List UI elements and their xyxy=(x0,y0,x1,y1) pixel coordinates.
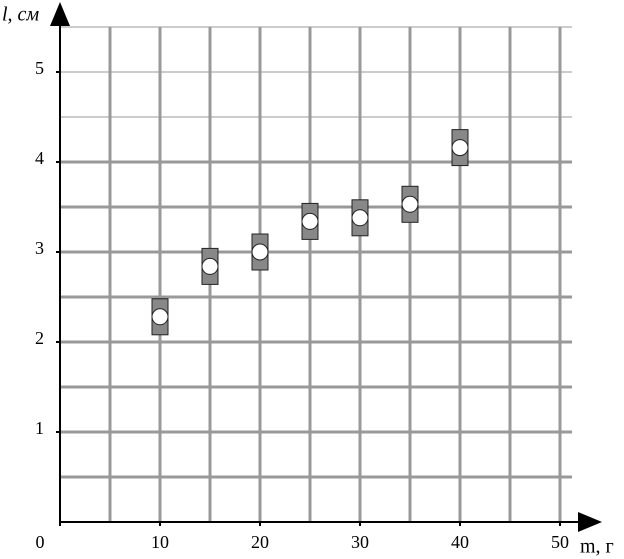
point xyxy=(251,243,269,261)
point xyxy=(451,139,469,157)
point xyxy=(201,257,219,275)
point xyxy=(351,209,369,227)
x-tick-label: 50 xyxy=(551,532,569,552)
y-tick-label: 2 xyxy=(35,328,44,348)
x-axis-label: m, г xyxy=(580,536,614,558)
x-tick-label: 20 xyxy=(251,532,269,552)
x-tick-label: 0 xyxy=(36,532,45,552)
y-tick-label: 3 xyxy=(35,238,44,258)
x-tick-label: 40 xyxy=(451,532,469,552)
y-axis-label: l, см xyxy=(2,4,39,26)
point xyxy=(301,212,319,230)
x-tick-label: 10 xyxy=(151,532,169,552)
x-tick-label: 30 xyxy=(351,532,369,552)
y-tick-label: 4 xyxy=(35,148,44,168)
point xyxy=(151,308,169,326)
point xyxy=(401,195,419,213)
y-tick-label: 5 xyxy=(35,58,44,78)
y-tick-label: 1 xyxy=(35,418,44,438)
